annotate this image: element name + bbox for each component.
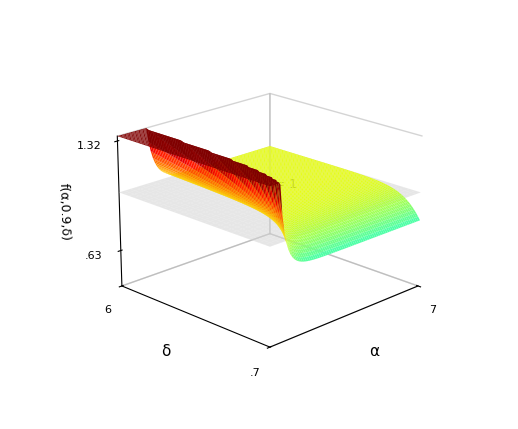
- X-axis label: α: α: [369, 344, 379, 359]
- Y-axis label: δ: δ: [161, 344, 170, 359]
